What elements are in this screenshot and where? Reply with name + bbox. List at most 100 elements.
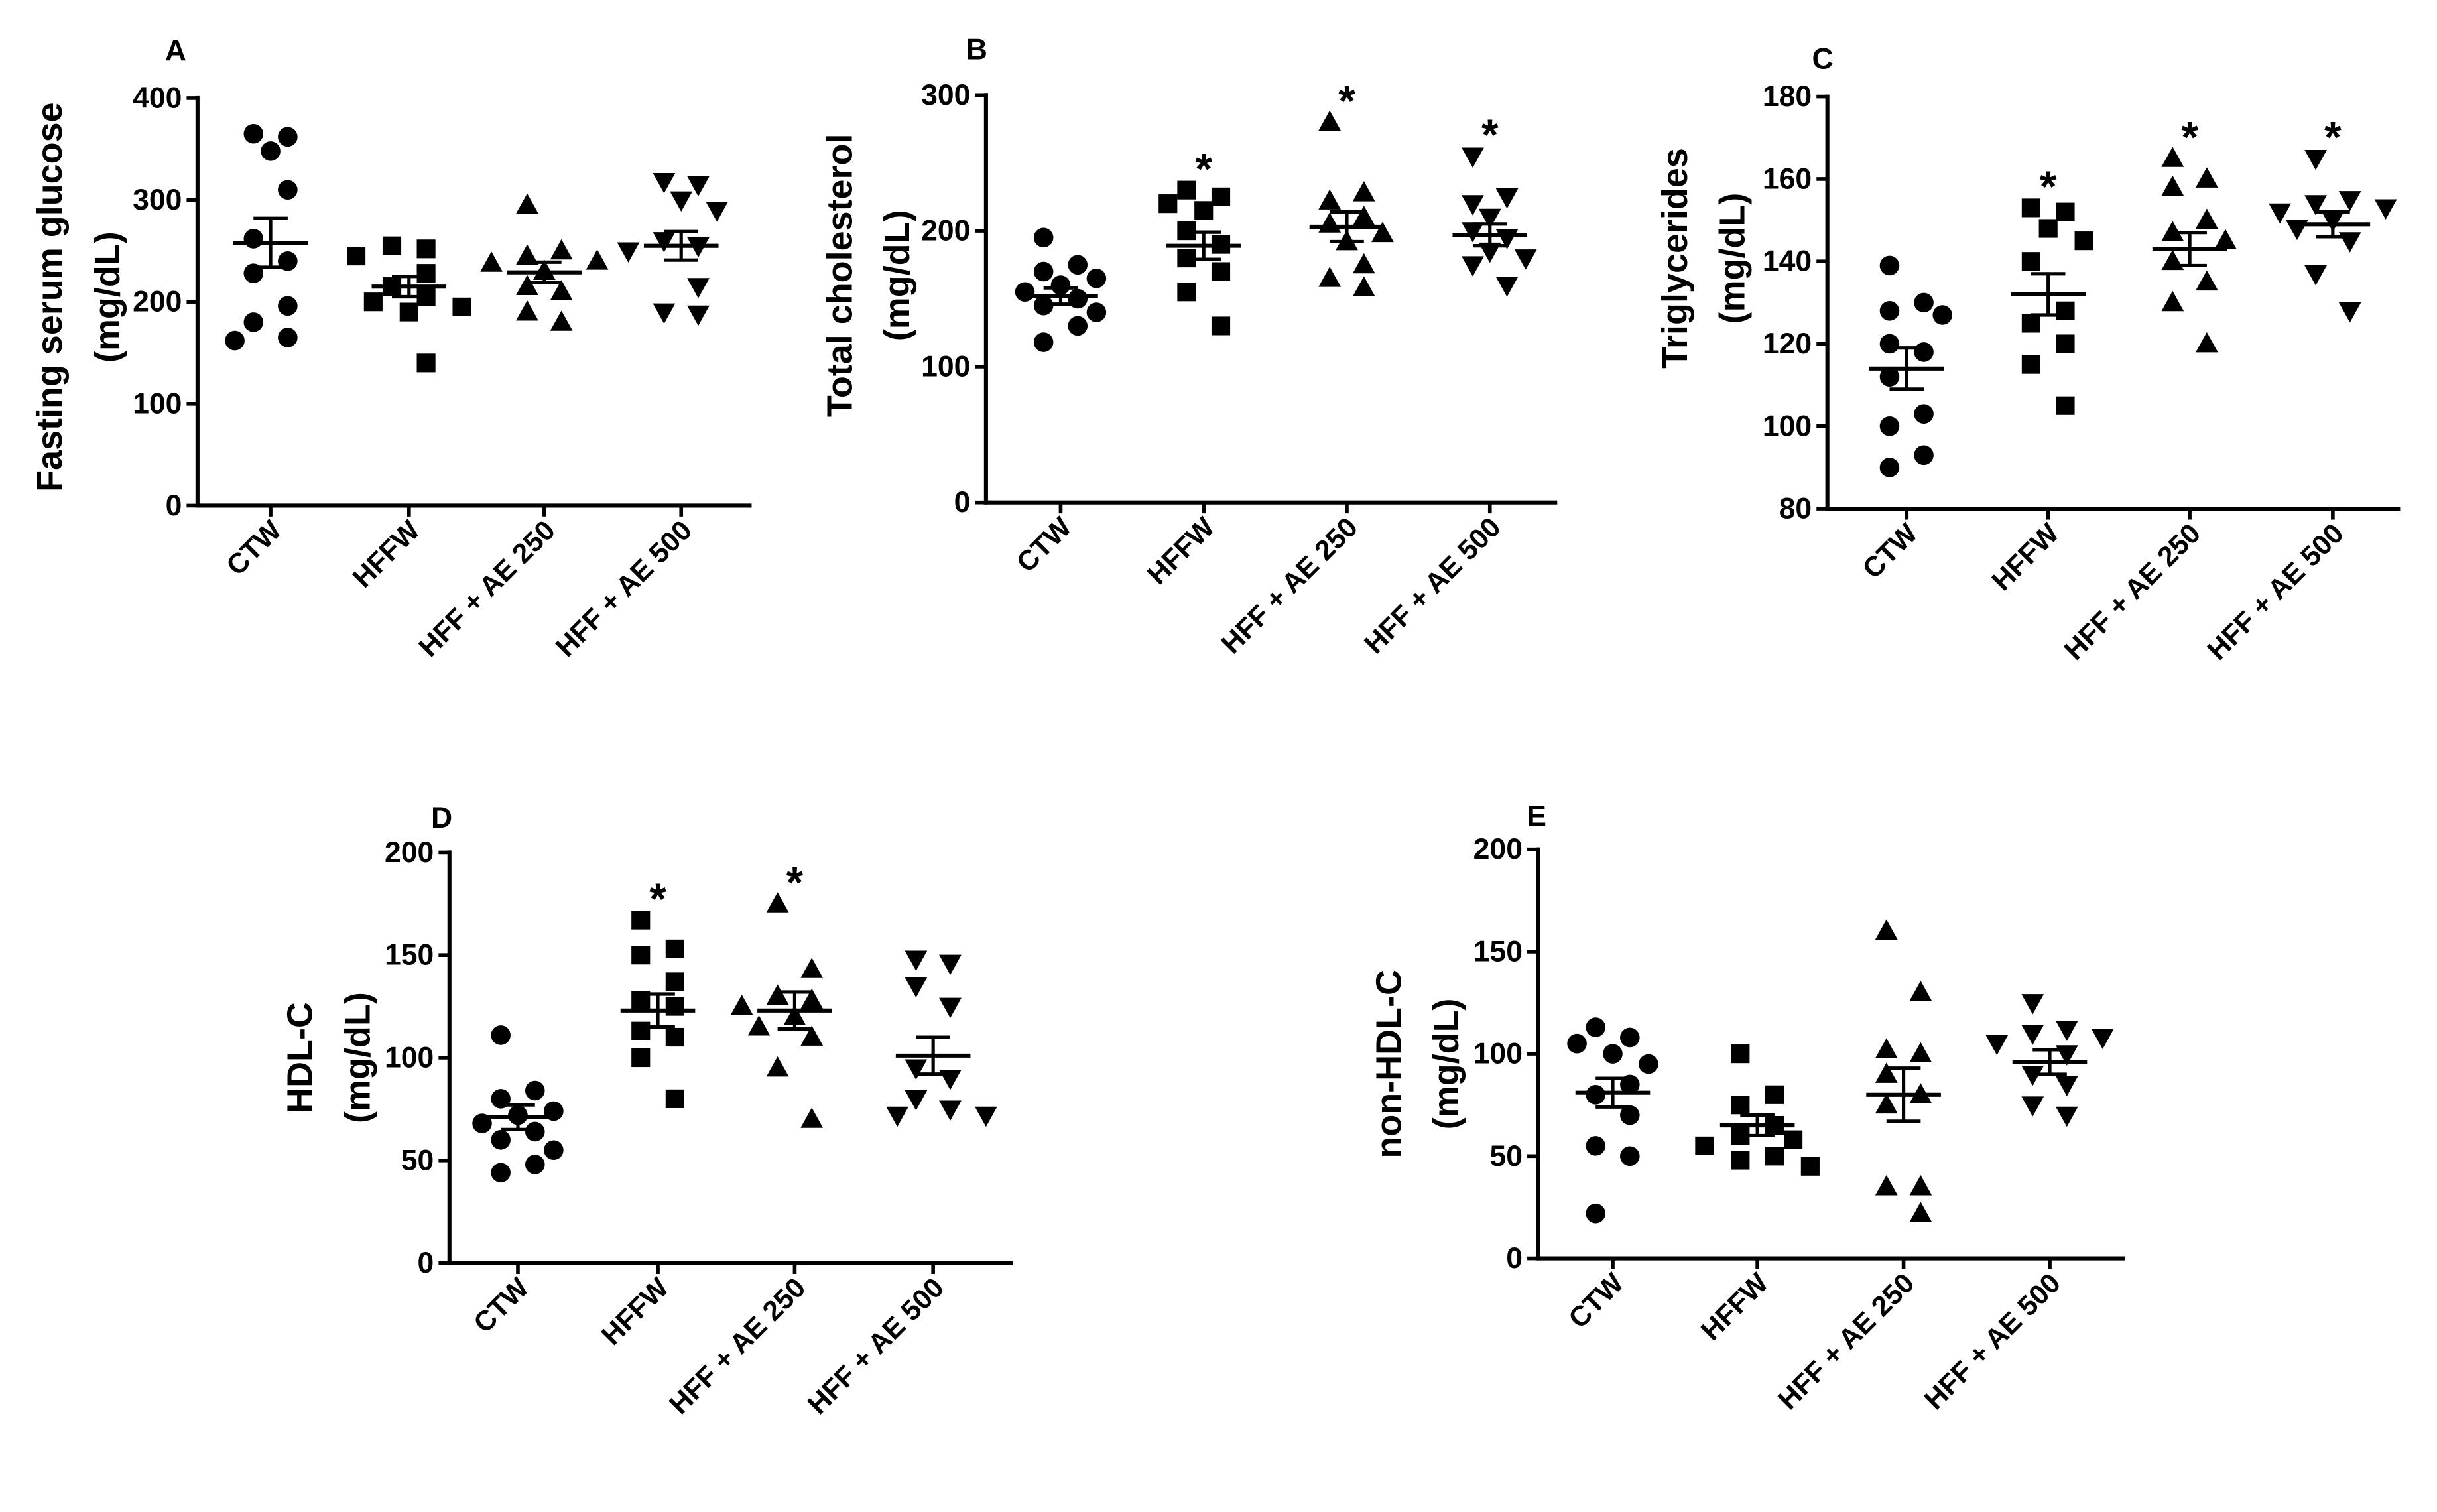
data-point-circle	[491, 1163, 511, 1183]
y-tick-label: 50	[401, 1144, 434, 1176]
data-point-triangle-up	[1352, 276, 1375, 297]
y-axis-unit: (mg/dL)	[877, 210, 917, 341]
data-point-triangle-up	[2196, 167, 2218, 188]
data-point-triangle-down	[975, 1106, 997, 1127]
y-tick-label: 150	[1473, 935, 1523, 968]
data-point-triangle-up	[550, 280, 573, 300]
data-point-triangle-down	[2304, 195, 2327, 216]
data-point-circle	[1068, 255, 1088, 275]
data-point-circle	[1567, 1033, 1587, 1054]
data-point-triangle-up	[2161, 290, 2184, 312]
data-point-triangle-up	[766, 1056, 789, 1077]
y-tick-label: 0	[418, 1247, 434, 1279]
y-tick-label: 160	[1763, 162, 1812, 195]
panel-letter: B	[966, 33, 987, 66]
data-point-circle	[1586, 1017, 1605, 1037]
data-point-circle	[1620, 1027, 1640, 1048]
data-point-circle	[1879, 334, 1900, 354]
data-point-circle	[278, 127, 298, 147]
data-point-triangle-down	[687, 305, 710, 326]
data-point-square	[665, 1089, 684, 1108]
data-point-triangle-up	[550, 310, 573, 331]
data-point-triangle-down	[2055, 1106, 2078, 1127]
data-point-triangle-down	[617, 242, 640, 263]
group-hffw: *	[620, 875, 696, 1108]
data-point-triangle-up	[586, 249, 609, 270]
data-point-circle	[1879, 367, 1900, 387]
data-point-triangle-down	[2021, 1096, 2044, 1117]
data-point-triangle-up	[516, 275, 538, 296]
x-tick-label: HFF + AE 250	[1215, 511, 1363, 660]
data-point-triangle-down	[1478, 208, 1501, 229]
data-point-triangle-down	[1985, 1035, 2009, 1056]
x-tick-label: CTW	[468, 1271, 534, 1338]
x-tick-label: CTW	[1562, 1267, 1629, 1334]
data-point-triangle-down	[2338, 302, 2361, 323]
y-tick-label: 100	[921, 350, 970, 383]
data-point-square	[1158, 194, 1178, 214]
data-point-square	[665, 997, 684, 1016]
data-point-triangle-down	[2304, 265, 2327, 286]
data-point-triangle-up	[1875, 1062, 1898, 1083]
group-hffw	[346, 236, 471, 373]
y-axis-unit: (mg/dL)	[338, 992, 377, 1123]
x-tick-label: HFF + AE 500	[1918, 1267, 2066, 1416]
data-point-triangle-down	[905, 1090, 928, 1111]
data-point-triangle-down	[670, 191, 693, 212]
data-point-triangle-down	[653, 173, 676, 194]
data-point-circle	[1586, 1203, 1605, 1224]
data-point-square	[2021, 198, 2040, 218]
x-tick-label: HFFW	[1695, 1267, 1775, 1346]
y-tick-label: 0	[954, 486, 971, 519]
group-hff-ae-250: *	[730, 858, 832, 1128]
data-point-square	[1800, 1157, 1820, 1176]
x-tick-label: HFFW	[595, 1271, 675, 1351]
data-point-triangle-up	[1371, 221, 1394, 243]
data-point-square	[2074, 231, 2093, 251]
data-point-square	[631, 1048, 651, 1068]
data-point-triangle-up	[1318, 212, 1342, 233]
panel-c: C Triglycerides (mg/dL) 80 100 120 140 160 180 CT…	[1655, 42, 2401, 666]
y-tick-label: 100	[133, 387, 182, 420]
group-hff-ae-500	[886, 950, 997, 1127]
data-point-square	[1731, 1096, 1750, 1115]
data-point-triangle-up	[800, 988, 824, 1009]
y-axis-unit: (mg/dL)	[88, 231, 127, 363]
data-point-triangle-up	[1352, 181, 1375, 202]
group-hff-ae-500	[1985, 994, 2114, 1127]
y-tick-label: 300	[921, 79, 970, 111]
data-point-square	[1194, 201, 1214, 220]
data-point-triangle-down	[905, 1059, 928, 1080]
data-point-circle	[1015, 282, 1035, 302]
data-point-triangle-up	[516, 193, 538, 214]
data-point-triangle-up	[766, 984, 789, 1005]
data-point-triangle-down	[2269, 203, 2292, 224]
data-point-circle	[1086, 268, 1107, 288]
data-point-circle	[1033, 261, 1054, 282]
x-tick-label: CTW	[1010, 511, 1077, 578]
y-tick-label: 200	[385, 836, 434, 869]
data-point-triangle-down	[2055, 1076, 2078, 1096]
data-point-circle	[243, 312, 264, 332]
data-point-square	[363, 292, 383, 312]
data-point-triangle-down	[939, 1100, 962, 1121]
data-point-circle	[278, 296, 298, 316]
data-point-square	[1783, 1130, 1803, 1149]
data-point-triangle-up	[550, 239, 573, 260]
data-point-circle	[1879, 416, 1900, 436]
data-point-square	[1177, 180, 1196, 200]
panel-letter: E	[1527, 800, 1546, 833]
data-point-circle	[1879, 255, 1900, 276]
panel-letter: D	[431, 802, 452, 834]
data-point-circle	[1879, 301, 1900, 321]
y-tick-label: 100	[1473, 1038, 1523, 1070]
data-point-square	[1177, 283, 1196, 302]
data-point-circle	[525, 1155, 545, 1174]
data-point-triangle-down	[653, 232, 676, 253]
data-point-circle	[1914, 404, 1934, 424]
data-point-triangle-up	[800, 1107, 824, 1128]
data-point-square	[1765, 1147, 1784, 1166]
data-point-triangle-up	[2161, 175, 2184, 196]
y-tick-label: 400	[133, 82, 182, 114]
